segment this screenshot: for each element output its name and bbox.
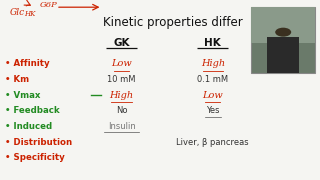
Text: 10 mM: 10 mM [107, 75, 136, 84]
Text: Liver, β pancreas: Liver, β pancreas [177, 138, 249, 147]
Text: GK: GK [113, 38, 130, 48]
Text: High: High [109, 91, 134, 100]
Text: Glc: Glc [10, 8, 25, 17]
Text: • Km: • Km [5, 75, 29, 84]
Bar [251, 7, 315, 73]
Text: • Vmax: • Vmax [5, 91, 40, 100]
Bar [251, 7, 315, 43]
Text: No: No [116, 106, 127, 115]
Text: Low: Low [203, 91, 223, 100]
Text: • Distribution: • Distribution [5, 138, 72, 147]
Text: Insulin: Insulin [108, 122, 135, 131]
Text: G6P: G6P [40, 1, 58, 9]
Text: • Specificity: • Specificity [5, 153, 65, 162]
Text: 0.1 mM: 0.1 mM [197, 75, 228, 84]
Text: • Feedback: • Feedback [5, 106, 60, 115]
Text: HK: HK [204, 38, 221, 48]
Text: • Affinity: • Affinity [5, 59, 49, 68]
Circle shape [275, 28, 291, 37]
Text: Kinetic properties differ: Kinetic properties differ [103, 16, 243, 29]
Text: Low: Low [111, 59, 132, 68]
Text: • Induced: • Induced [5, 122, 52, 131]
Bar [267, 37, 299, 73]
Text: High: High [201, 59, 225, 68]
Text: Yes: Yes [206, 106, 220, 115]
Text: HK: HK [24, 10, 36, 18]
